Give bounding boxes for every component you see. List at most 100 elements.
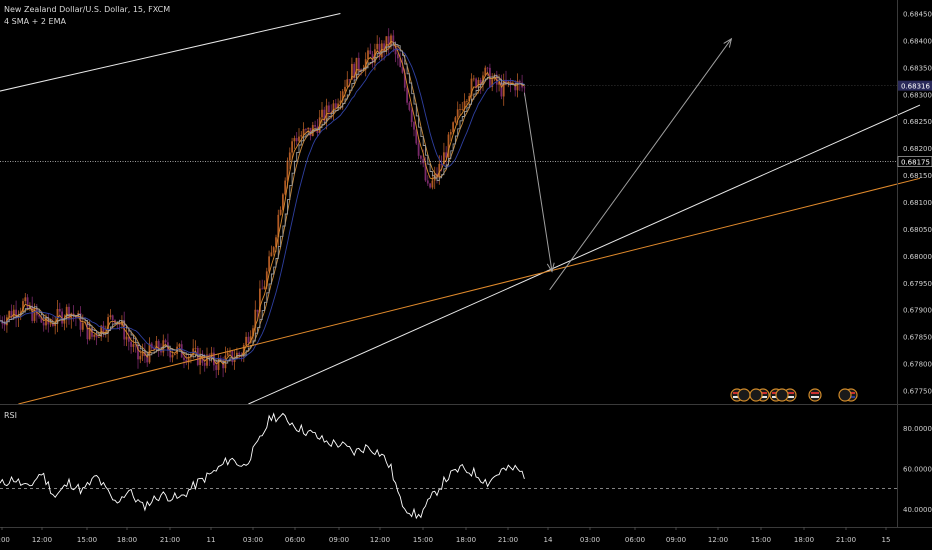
candle-body xyxy=(321,109,323,118)
candle-body xyxy=(502,79,505,97)
candle-body xyxy=(10,311,13,318)
event-flag-stripe xyxy=(733,396,741,398)
candle-body xyxy=(75,315,77,319)
candle-body xyxy=(357,57,360,71)
candle-body xyxy=(298,136,300,142)
candle-body xyxy=(252,328,254,337)
candle-body xyxy=(410,109,413,123)
candle-body xyxy=(288,152,291,161)
candle-body xyxy=(265,271,268,287)
time-tick-label: 03:00 xyxy=(243,536,263,544)
candle-body xyxy=(456,109,459,118)
candle-body xyxy=(452,122,454,132)
up-arrow xyxy=(549,38,732,291)
candle-body xyxy=(463,101,466,110)
candle-body xyxy=(68,306,70,320)
candle-body xyxy=(284,180,287,195)
price-tick-label: 0.68050 xyxy=(903,226,932,234)
candle-body xyxy=(187,357,190,363)
candle-body xyxy=(380,43,383,58)
candle-body xyxy=(93,334,96,337)
candle-body xyxy=(109,315,112,318)
candle-body xyxy=(397,54,399,59)
candle-body xyxy=(178,344,181,347)
sma-line-blue xyxy=(0,48,525,361)
time-tick-label: 18:00 xyxy=(456,536,476,544)
candle-body xyxy=(183,357,185,360)
level-price-badge xyxy=(897,156,932,167)
candle-body xyxy=(417,143,420,156)
last-price-badge xyxy=(898,80,932,91)
candle-body xyxy=(486,67,489,69)
candle-body xyxy=(238,352,241,355)
rsi-pane[interactable] xyxy=(0,412,897,520)
time-tick-label: 03:00 xyxy=(580,536,600,544)
price-tick-label: 0.68100 xyxy=(903,199,932,207)
trendline-rising-white xyxy=(248,104,921,405)
candle-body xyxy=(383,43,385,52)
sma-line-orange xyxy=(0,40,525,365)
time-tick-label: 12:00 xyxy=(708,536,728,544)
candle-body xyxy=(146,356,149,363)
candle-body xyxy=(153,348,155,351)
candle-body xyxy=(328,105,330,113)
price-tick-label: 0.68250 xyxy=(903,118,932,126)
candle-body xyxy=(245,336,247,346)
candle-body xyxy=(148,343,151,363)
candle-body xyxy=(224,355,227,369)
candle-body xyxy=(367,50,369,60)
candle-body xyxy=(323,109,326,121)
candle-body xyxy=(157,340,160,351)
candle-body xyxy=(399,58,402,68)
candle-body xyxy=(461,109,464,110)
candle-body xyxy=(139,356,142,360)
candle-body xyxy=(127,336,130,342)
rsi-tick-label: 40.0000 xyxy=(903,506,932,514)
event-flag-icon xyxy=(749,388,763,402)
candle-body xyxy=(263,286,266,290)
candle-body xyxy=(371,54,374,63)
candle-body xyxy=(426,180,429,184)
candle-body xyxy=(24,297,27,302)
event-flag-icon xyxy=(775,388,789,402)
time-tick-label: 06:00 xyxy=(625,536,645,544)
candle-body xyxy=(314,125,316,127)
candle-body xyxy=(302,129,305,136)
candle-body xyxy=(403,72,406,88)
price-tick-label: 0.68200 xyxy=(903,145,932,153)
candle-body xyxy=(429,183,431,188)
candle-body xyxy=(277,214,280,238)
candle-body xyxy=(169,350,172,358)
candle-body xyxy=(52,323,54,327)
candle-body xyxy=(491,79,494,87)
candle-body xyxy=(406,87,408,103)
candle-body xyxy=(523,87,526,89)
candle-body xyxy=(268,256,270,272)
candle-body xyxy=(440,164,443,165)
candle-body xyxy=(470,78,473,97)
event-flag-stripe xyxy=(759,392,767,394)
candle-body xyxy=(413,122,415,130)
candle-body xyxy=(353,63,356,79)
rsi-tick-label: 60.0000 xyxy=(903,466,932,474)
candle-body xyxy=(12,309,15,318)
candle-body xyxy=(65,306,68,319)
candle-body xyxy=(134,344,137,345)
candle-body xyxy=(286,160,289,181)
candle-body xyxy=(438,164,441,178)
candle-body xyxy=(160,350,162,353)
candle-body xyxy=(332,103,335,114)
candle-body xyxy=(215,365,218,370)
candle-body xyxy=(35,307,38,316)
price-pane[interactable] xyxy=(0,12,921,405)
candle-body xyxy=(275,237,277,248)
candle-body xyxy=(42,322,45,326)
candle-body xyxy=(56,308,59,324)
candle-body xyxy=(231,350,234,362)
candle-body xyxy=(3,323,6,326)
level-price-label: 0.68175 xyxy=(901,159,930,167)
rsi-tick-label: 80.0000 xyxy=(903,425,932,433)
candle-body xyxy=(130,341,132,347)
candle-body xyxy=(206,354,208,366)
